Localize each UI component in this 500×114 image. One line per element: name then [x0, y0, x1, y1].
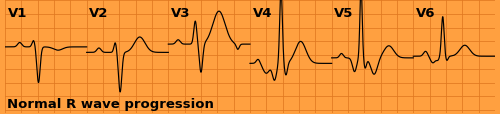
Text: V2: V2	[89, 7, 108, 19]
Text: V5: V5	[334, 7, 353, 19]
Text: V4: V4	[252, 7, 272, 19]
Text: V1: V1	[8, 7, 27, 19]
Text: V6: V6	[416, 7, 436, 19]
Text: Normal R wave progression: Normal R wave progression	[6, 97, 214, 110]
Text: V3: V3	[171, 7, 190, 19]
